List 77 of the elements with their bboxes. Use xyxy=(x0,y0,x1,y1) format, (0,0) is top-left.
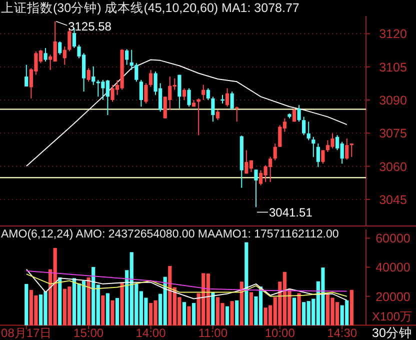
candlestick xyxy=(178,74,182,109)
candlestick xyxy=(125,48,129,66)
candlestick xyxy=(196,98,200,136)
candlestick xyxy=(306,121,310,141)
y-tick-label: 3075 xyxy=(379,126,407,141)
bar xyxy=(350,290,354,326)
line-series xyxy=(26,270,348,292)
candlestick xyxy=(148,69,153,88)
candlestick xyxy=(202,84,206,100)
y-tick-label: 3120 xyxy=(379,27,407,42)
candlestick xyxy=(297,104,301,122)
bar xyxy=(58,277,62,326)
x-tick-label: 15:00 xyxy=(74,326,104,340)
candlestick xyxy=(273,143,277,161)
candlestick xyxy=(62,46,66,66)
bar xyxy=(240,282,244,326)
y-tick-label: 3045 xyxy=(379,192,407,207)
candlestick xyxy=(316,143,320,168)
y-tick-label: 3105 xyxy=(379,60,407,74)
bar xyxy=(292,298,296,326)
candlestick xyxy=(187,88,191,108)
candlestick xyxy=(350,143,354,158)
y-tick-label: 60000 xyxy=(376,232,410,246)
bar xyxy=(249,292,254,326)
y-tick-label: 3090 xyxy=(379,94,407,108)
candlestick xyxy=(312,136,316,158)
y-tick-label: 40000 xyxy=(376,260,410,275)
bar xyxy=(120,282,124,326)
line-series xyxy=(26,268,348,301)
bar xyxy=(101,295,105,326)
candlestick xyxy=(206,88,210,100)
bar xyxy=(86,277,90,326)
candlestick xyxy=(230,91,234,110)
line-series xyxy=(26,59,348,167)
bar xyxy=(182,302,186,326)
bar xyxy=(244,242,248,326)
candlestick xyxy=(182,88,186,100)
candlestick xyxy=(139,79,143,108)
x-tick-label: 08月17日 xyxy=(1,326,52,340)
bar xyxy=(106,293,110,326)
bar xyxy=(225,306,230,326)
bar xyxy=(115,298,120,326)
annotation: 3125.58 xyxy=(68,19,112,34)
candlestick xyxy=(216,109,220,121)
bar xyxy=(192,302,196,326)
x-tick-label: 14:00 xyxy=(136,326,166,340)
candlestick xyxy=(225,88,230,108)
bar xyxy=(235,300,239,326)
chart-title: AMO(6,12,24) AMO: 24372654080.00 MAAMO1: 17571162112.00 xyxy=(1,228,339,240)
candlestick xyxy=(345,138,349,160)
y-tick-label: 3060 xyxy=(379,160,407,174)
bar xyxy=(187,306,191,326)
candlestick xyxy=(92,66,96,86)
text: 30分钟 xyxy=(372,326,412,340)
candlestick xyxy=(254,169,258,208)
chart-title: 上证指数(30分钟) 成本线(45,10,20,60) MA1: 3078.77 xyxy=(1,1,300,15)
annotation: 3041.51 xyxy=(268,206,313,220)
candlestick xyxy=(144,82,148,104)
x-tick-label: 14:30 xyxy=(327,326,358,340)
candlestick xyxy=(86,68,90,82)
candlestick xyxy=(58,40,62,56)
x-tick-label: 10:00 xyxy=(264,326,296,340)
bar xyxy=(297,293,301,326)
y-tick-label: 20000 xyxy=(376,290,410,304)
bar xyxy=(230,301,234,326)
candlestick xyxy=(292,108,296,122)
line-series xyxy=(26,274,348,297)
y-axis-title: X100万 xyxy=(372,309,412,324)
candlestick xyxy=(24,64,28,88)
bar xyxy=(211,292,215,326)
candlestick xyxy=(302,116,306,136)
x-tick-label: 11:00 xyxy=(198,326,228,340)
candlestick xyxy=(321,150,325,164)
candlestick xyxy=(211,96,215,122)
candlestick xyxy=(44,48,48,62)
bar xyxy=(24,284,28,326)
bar xyxy=(110,300,114,326)
